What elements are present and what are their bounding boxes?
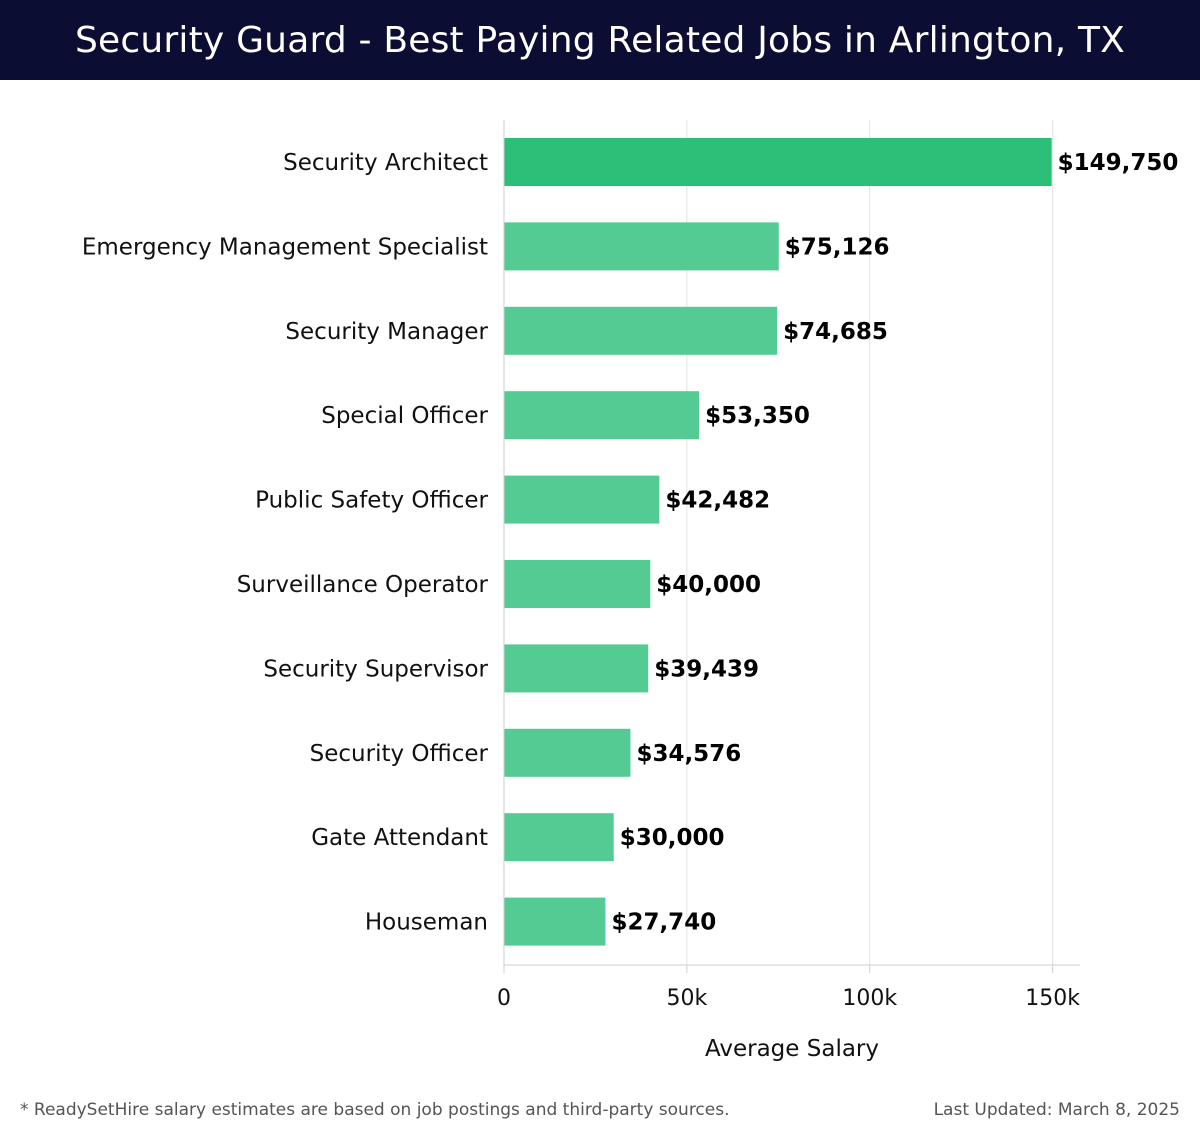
category-label: Surveillance Operator (237, 572, 489, 598)
x-tick-label: 0 (497, 986, 511, 1011)
x-tick-label: 100k (842, 986, 897, 1011)
bar (504, 391, 700, 440)
value-label: $30,000 (620, 825, 725, 851)
x-axis-title: Average Salary (705, 1036, 879, 1062)
bar (504, 560, 651, 608)
category-label: Gate Attendant (311, 825, 488, 851)
category-label: Security Officer (310, 741, 489, 767)
last-updated: Last Updated: March 8, 2025 (933, 1100, 1180, 1120)
bar (504, 475, 660, 524)
value-label: $27,740 (611, 910, 716, 936)
category-label: Special Officer (321, 403, 488, 429)
bars: Security Architect $149,750 Emergency Mana… (82, 138, 1179, 946)
bar (504, 306, 778, 355)
x-axis: 0 50k 100k 150k (497, 120, 1080, 1011)
value-label: $53,350 (705, 403, 810, 429)
category-label: Security Manager (285, 319, 488, 345)
chart-title: Security Guard - Best Paying Related Job… (0, 0, 1200, 80)
bar (504, 644, 649, 693)
category-label: Emergency Management Specialist (82, 234, 488, 260)
bar-chart: Security Architect $149,750 Emergency Mana… (82, 120, 1179, 1062)
value-label: $34,576 (636, 741, 741, 767)
bar (504, 897, 606, 946)
value-label: $149,750 (1058, 150, 1179, 176)
value-label: $42,482 (665, 488, 770, 514)
category-label: Houseman (365, 910, 488, 936)
x-tick-label: 150k (1025, 986, 1080, 1011)
x-tick-label: 50k (666, 986, 707, 1011)
category-label: Public Safety Officer (255, 488, 488, 514)
value-label: $75,126 (785, 234, 890, 260)
value-label: $40,000 (656, 572, 761, 598)
category-label: Security Architect (283, 150, 488, 176)
footer-note: * ReadySetHire salary estimates are base… (20, 1100, 730, 1120)
category-label: Security Supervisor (263, 656, 488, 682)
value-label: $39,439 (654, 656, 759, 682)
bar (504, 813, 614, 862)
bar (504, 138, 1052, 186)
bar (504, 728, 631, 777)
value-label: $74,685 (783, 319, 888, 345)
bar (504, 222, 779, 271)
